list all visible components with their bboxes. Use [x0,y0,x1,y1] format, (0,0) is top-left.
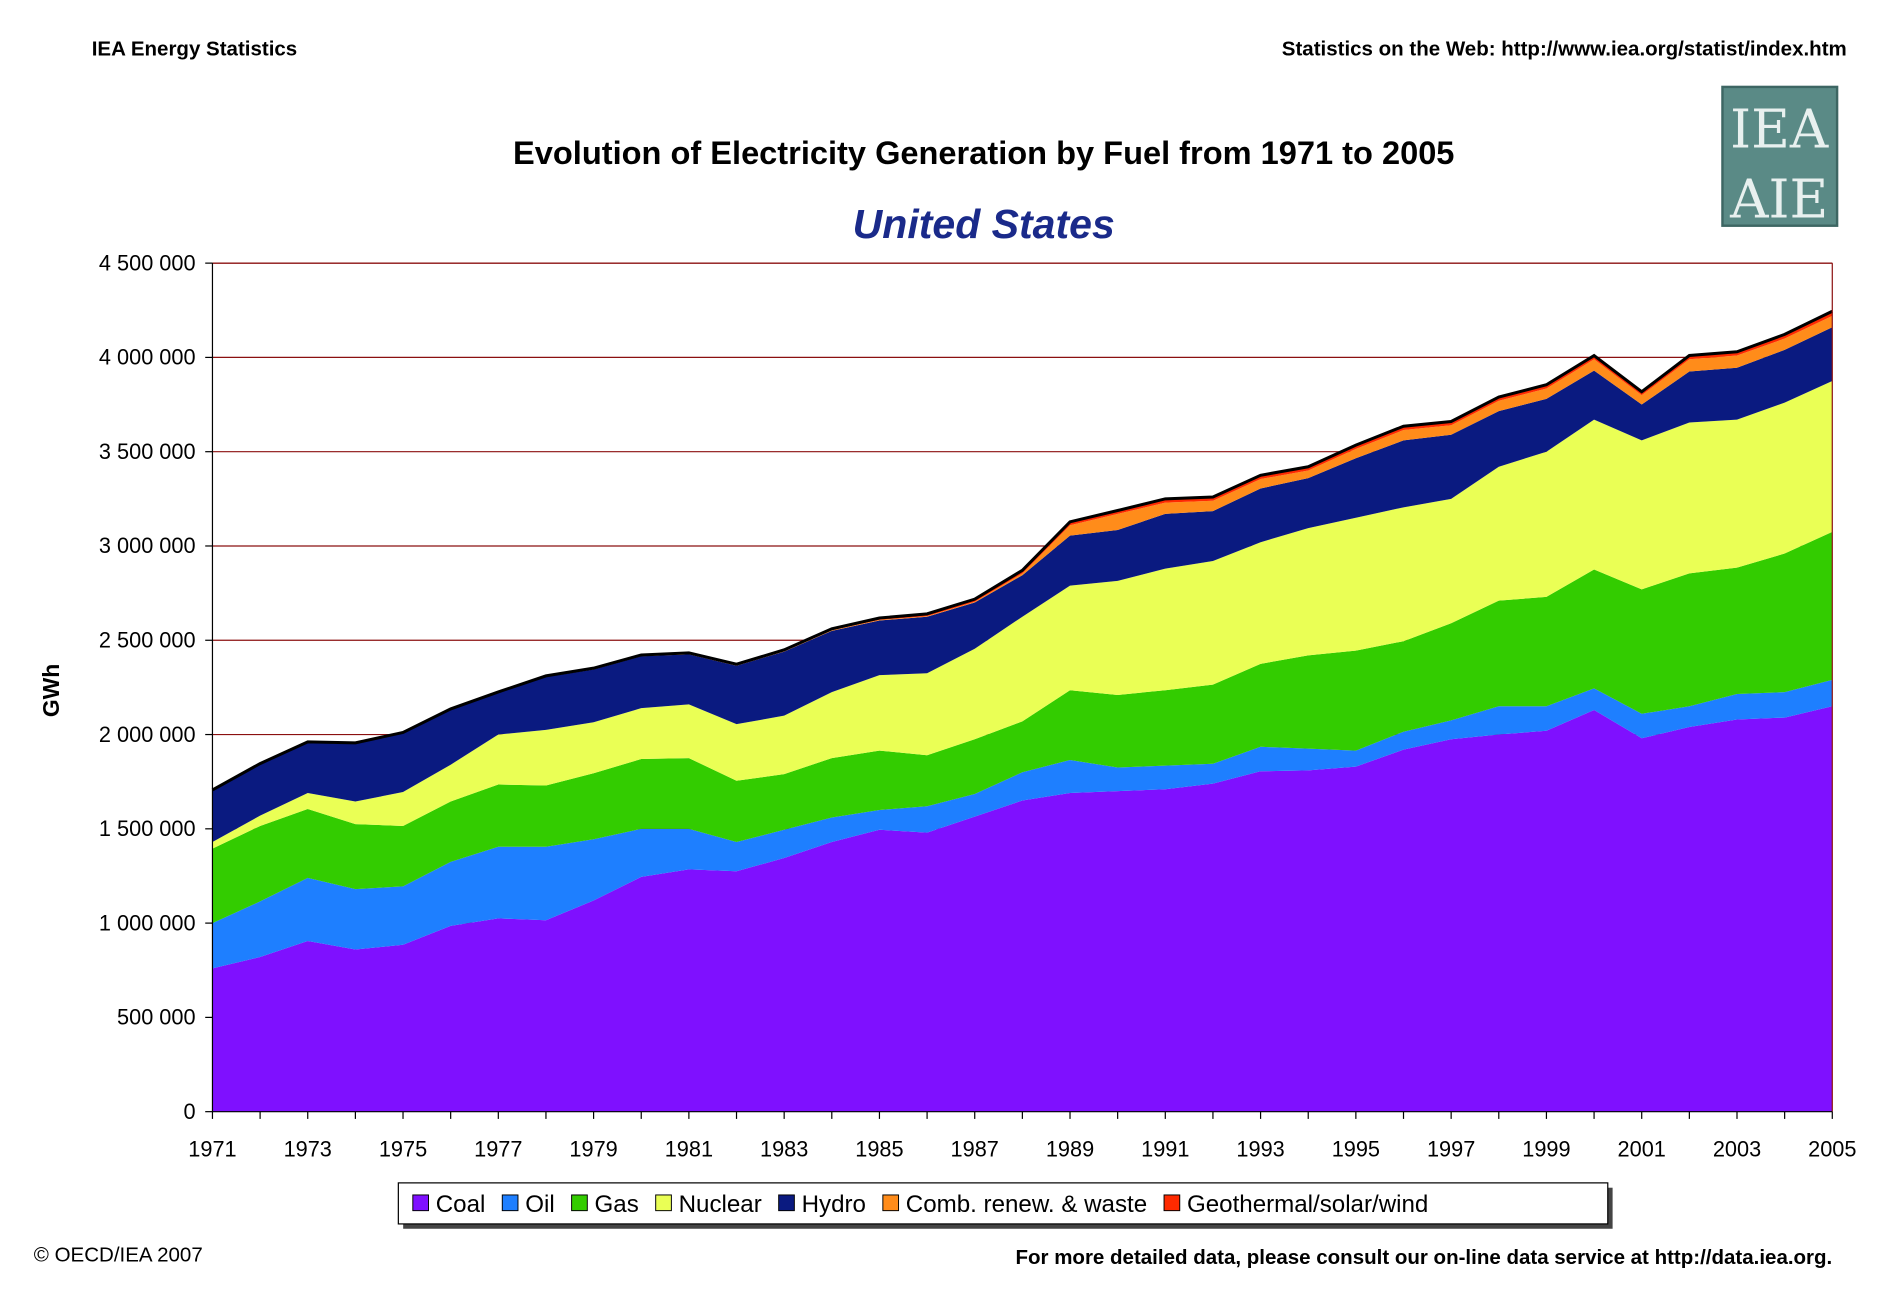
area-oil [212,679,1833,969]
x-tick-label: 1981 [665,1136,713,1161]
x-tick-label: 1987 [951,1136,999,1161]
y-tick-label: 500 000 [117,1005,196,1030]
x-tick-label: 1991 [1141,1136,1189,1161]
legend-label: Coal [436,1191,486,1218]
area-coal [212,706,1833,1112]
y-tick-label: 2 000 000 [99,722,196,747]
x-tick-label: 1975 [379,1136,427,1161]
x-tick-label: 1989 [1046,1136,1094,1161]
x-tick-label: 1993 [1236,1136,1284,1161]
chart-subtitle: United States [853,201,1115,247]
svg-text:IEA: IEA [1730,98,1829,160]
y-tick-label: 2 500 000 [99,628,196,653]
x-tick-label: 2003 [1713,1136,1761,1161]
x-tick-label: 1973 [284,1136,332,1161]
y-axis-label: GWh [38,664,64,717]
y-tick-label: 4 000 000 [99,345,196,370]
header-left: IEA Energy Statistics [92,38,297,61]
y-tick-label: 1 500 000 [99,816,196,841]
y-tick-label: 3 000 000 [99,533,196,558]
legend-label: Hydro [802,1191,866,1218]
area-series [211,309,1833,1112]
legend-swatch [1163,1194,1181,1212]
svg-text:AIE: AIE [1729,168,1828,230]
footer-data-service: For more detailed data, please consult o… [1016,1246,1833,1269]
legend-swatch [412,1194,429,1212]
legend-swatch [655,1194,672,1212]
x-tick-label: 2001 [1618,1136,1666,1161]
x-tick-label: 1977 [474,1136,522,1161]
legend-label: Geothermal/solar/wind [1187,1191,1428,1218]
x-tick-label: 1985 [855,1136,903,1161]
header-right: Statistics on the Web: http://www.iea.or… [1282,38,1847,61]
total-outline [211,309,1833,792]
y-tick-label: 0 [183,1099,195,1124]
legend-swatch [571,1194,588,1212]
x-axis-ticks: 1971 1973 1975 1977 1979 1981 1983 1985 1987 1989… [188,1111,1856,1161]
y-tick-label: 4 500 000 [99,250,196,275]
area-comb-renew-waste [212,315,1833,792]
legend-swatch [882,1194,900,1212]
legend-label: Oil [525,1191,555,1218]
area-hydro [212,327,1833,843]
y-tick-label: 3 500 000 [99,439,196,464]
x-tick-label: 1995 [1332,1136,1380,1161]
footer-copyright: © OECD/IEA 2007 [34,1243,203,1266]
x-tick-label: 1997 [1427,1136,1475,1161]
area-nuclear [212,380,1833,849]
x-tick-label: 1971 [188,1136,236,1161]
legend: Coal Oil Gas Nuclear Hydro Comb. renew. & was… [397,1182,1613,1229]
legend-label: Nuclear [679,1191,762,1218]
x-tick-label: 1999 [1522,1136,1570,1161]
x-tick-label: 1983 [760,1136,808,1161]
x-tick-label: 2005 [1808,1136,1856,1161]
iea-logo: IEA AIE [1721,85,1839,230]
legend-swatch [778,1194,795,1212]
area-gas [212,531,1833,924]
legend-label: Comb. renew. & waste [906,1191,1147,1218]
y-axis-ticks: 0 500 000 1 000 000 1 500 000 2 000 000 2 500… [99,250,213,1124]
y-tick-label: 1 000 000 [99,910,196,935]
x-tick-label: 1979 [569,1136,617,1161]
legend-label: Gas [595,1191,639,1218]
legend-swatch [501,1194,519,1212]
chart-title: Evolution of Electricity Generation by F… [513,135,1454,171]
